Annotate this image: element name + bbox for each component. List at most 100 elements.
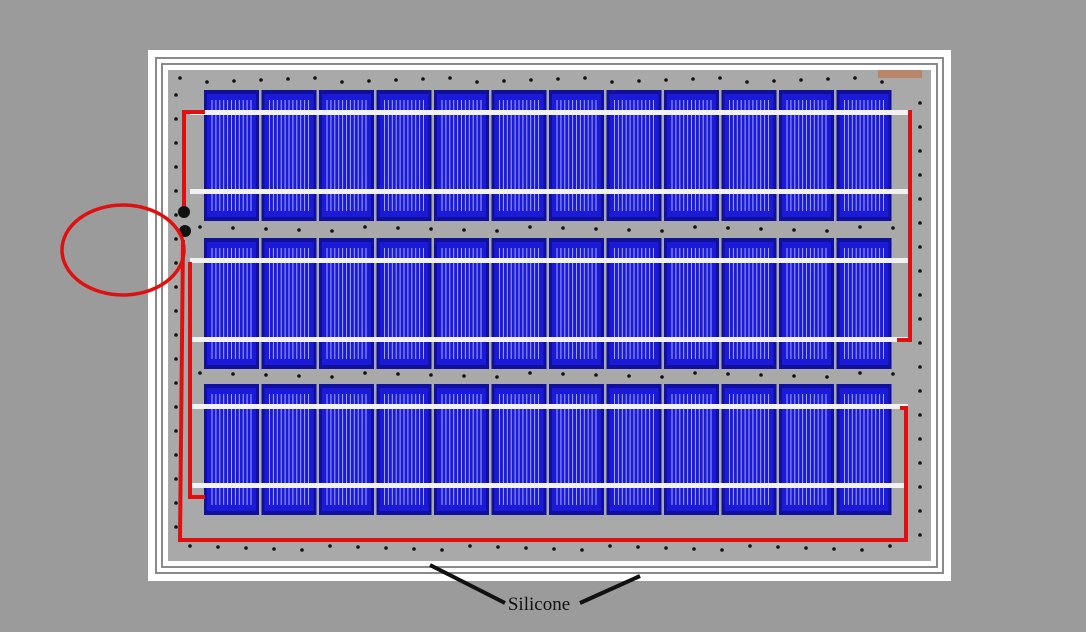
silicone-dot [891,372,895,376]
silicone-dot [174,453,178,457]
silicone-dot [691,77,695,81]
silicone-dot [918,365,922,369]
silicone-dot [918,101,922,105]
silicone-dot [396,372,400,376]
silicone-dot [174,285,178,289]
silicone-dot [259,78,263,82]
silicone-dot [772,79,776,83]
silicone-dot [748,544,752,548]
silicone-dot [826,77,830,81]
silicone-dot [918,509,922,513]
silicone-dot [429,373,433,377]
silicone-dot [174,477,178,481]
silicone-dot [440,548,444,552]
silicone-dot [272,547,276,551]
silicone-dot [627,374,631,378]
silicone-dot [174,405,178,409]
silicone-dot [174,309,178,313]
silicone-dot [174,357,178,361]
silicone-leader-right [579,574,641,605]
silicone-dot [286,77,290,81]
silicone-dot [174,261,178,265]
junction-dot [178,206,190,218]
silicone-dot [825,375,829,379]
silicone-dot [475,80,479,84]
silicone-dot [918,173,922,177]
silicone-dot [394,78,398,82]
silicone-dot [496,545,500,549]
silicone-dot [858,225,862,229]
silicone-dot [396,226,400,230]
silicone-dot [693,371,697,375]
silicone-dot [174,213,178,217]
busbar-bottom [190,189,908,194]
silicone-dot [918,149,922,153]
silicone-dot [918,341,922,345]
silicone-dot [528,371,532,375]
silicone-dot [860,548,864,552]
silicone-dot [198,371,202,375]
silicone-dot [232,79,236,83]
silicone-dot [462,228,466,232]
ribbon-right-upper [897,110,912,342]
silicone-dot [556,77,560,81]
silicone-dot [529,78,533,82]
silicone-dot [720,548,724,552]
silicone-dot [328,544,332,548]
silicone-dot [174,429,178,433]
cell-grid [190,90,908,515]
frame-groove-2 [161,63,938,568]
silicone-dot [264,227,268,231]
silicone-dot [330,229,334,233]
silicone-dot [918,269,922,273]
silicone-dot [178,76,182,80]
silicone-dot [524,546,528,550]
silicone-dot [174,141,178,145]
cell-row-1 [190,90,908,221]
silicone-dot [726,372,730,376]
corner-tape [878,70,922,78]
silicone-dot [448,76,452,80]
silicone-dot [594,227,598,231]
ribbon-left-upper [182,110,205,212]
silicone-leader-left [429,563,506,605]
silicone-dot [660,375,664,379]
silicone-dot [468,544,472,548]
cell-row-2 [190,238,908,369]
silicone-dot [174,333,178,337]
ribbon-left-inner [188,262,205,499]
silicone-dot [174,117,178,121]
silicone-dot [561,226,565,230]
silicone-dot [495,229,499,233]
silicone-dots [174,76,922,552]
silicone-dot [384,546,388,550]
silicone-dot [858,371,862,375]
highlight-circle [60,203,186,297]
silicone-dot [918,533,922,537]
silicone-dot [918,245,922,249]
silicone-dot [528,225,532,229]
silicone-dot [495,375,499,379]
silicone-dot [610,80,614,84]
busbar-top [190,258,908,263]
silicone-dot [198,225,202,229]
silicone-dot [918,413,922,417]
silicone-dot [825,229,829,233]
busbar-bottom [190,337,908,342]
silicone-dot [918,293,922,297]
silicone-dot [918,197,922,201]
silicone-dot [636,545,640,549]
silicone-dot [561,372,565,376]
silicone-dot [799,78,803,82]
silicone-dot [340,80,344,84]
silicone-dot [205,80,209,84]
silicone-dot [552,547,556,551]
silicone-dot [891,226,895,230]
silicone-dot [888,544,892,548]
silicone-dot [231,226,235,230]
silicone-dot [297,374,301,378]
silicone-dot [664,78,668,82]
silicone-dot [363,371,367,375]
silicone-dot [462,374,466,378]
